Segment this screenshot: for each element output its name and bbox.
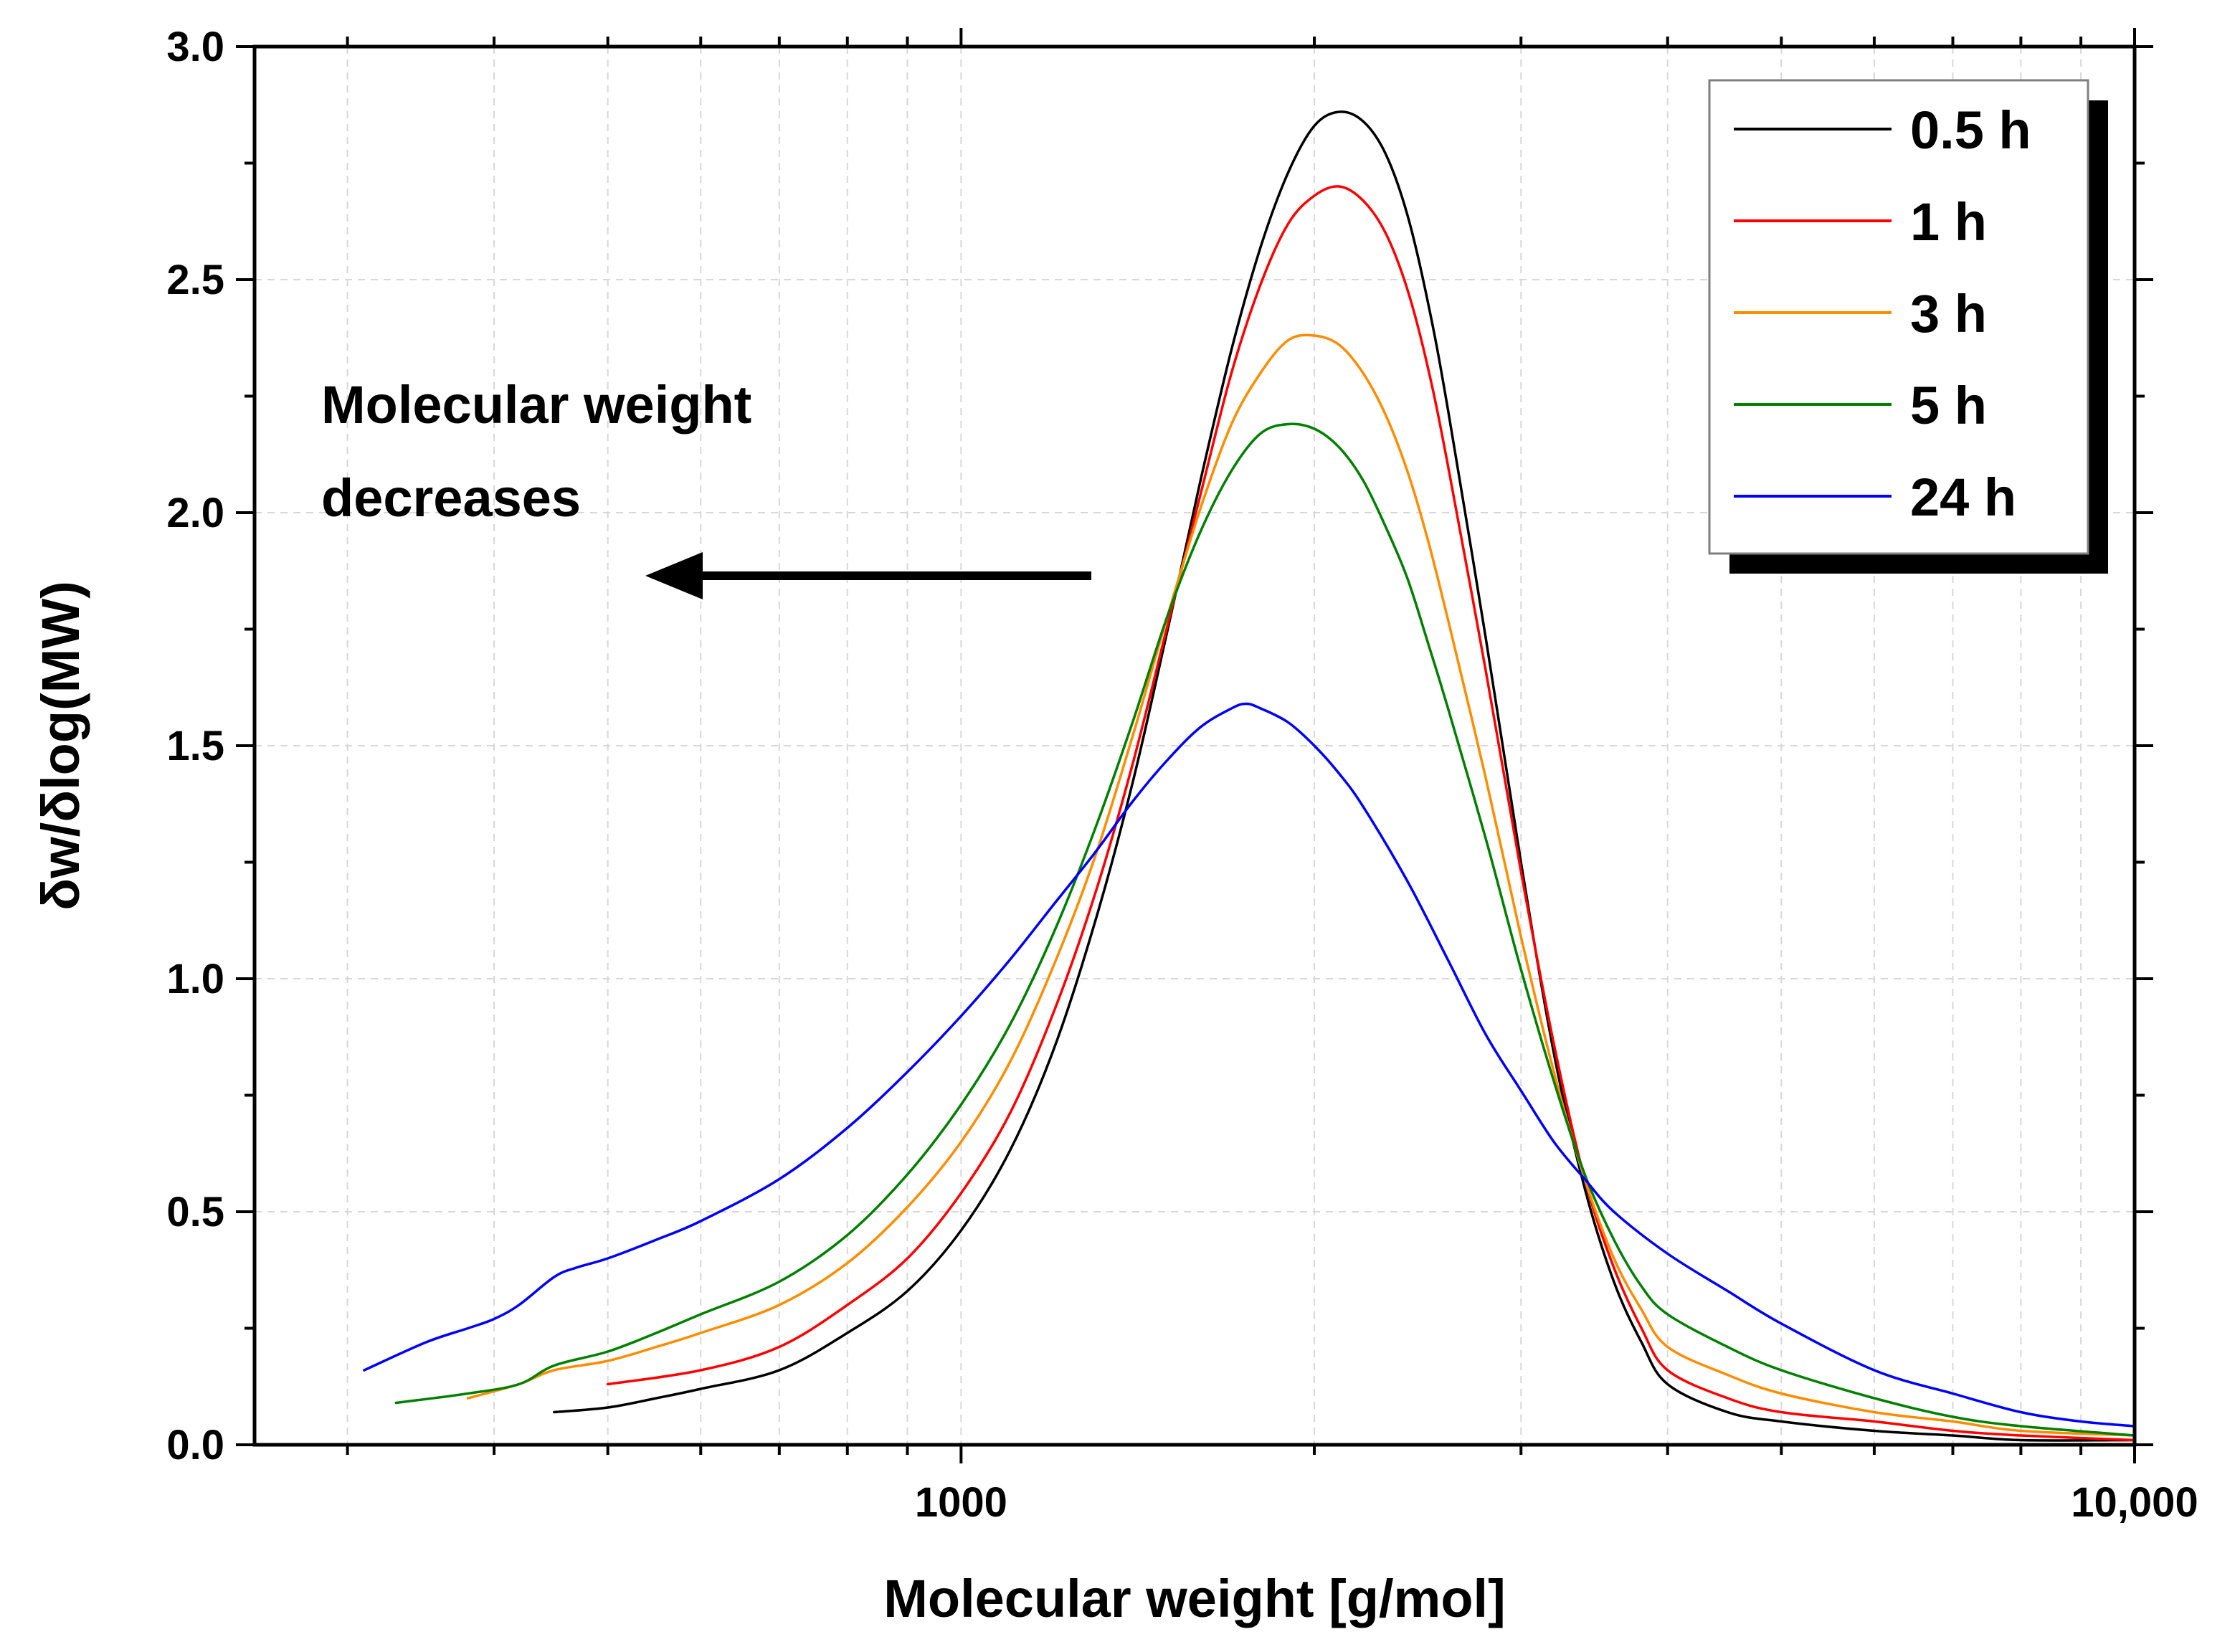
legend-box xyxy=(1708,79,2089,555)
legend-label-0-5-h: 0.5 h xyxy=(1910,100,2031,160)
y-tick-label: 1.5 xyxy=(166,723,224,769)
legend-label-24-h: 24 h xyxy=(1910,467,2016,527)
annotation-line-2: decreases xyxy=(321,468,581,528)
x-tick-label: 1000 xyxy=(915,1479,1007,1526)
series-line-1-h xyxy=(606,185,2136,1442)
series-line-5-h xyxy=(394,422,2136,1437)
legend-label-1-h: 1 h xyxy=(1910,192,1987,252)
axis-ticks xyxy=(236,28,2153,1463)
y-tick-label: 2.5 xyxy=(166,257,224,303)
series-line-24-h xyxy=(363,702,2136,1428)
series-line-0-5-h xyxy=(553,110,2136,1442)
y-tick-label: 3.0 xyxy=(166,24,224,70)
y-tick-label: 0.5 xyxy=(166,1189,224,1235)
annotation: Molecular weight decreases xyxy=(321,375,1091,599)
y-tick-label: 0.0 xyxy=(166,1422,224,1468)
x-tick-label: 10,000 xyxy=(2071,1479,2198,1526)
plot-series xyxy=(363,110,2136,1442)
annotation-line-1: Molecular weight xyxy=(321,375,751,435)
legend-label-5-h: 5 h xyxy=(1910,376,1987,435)
legend: 0.5 h 1 h 3 h 5 h 24 h xyxy=(1708,79,2108,574)
legend-label-3-h: 3 h xyxy=(1910,284,1987,343)
tick-labels: 1000 10,000 0.0 0.5 1.0 1.5 2.0 2.5 3.0 xyxy=(166,24,2198,1526)
x-axis-label: Molecular weight [g/mol] xyxy=(883,1569,1505,1628)
y-tick-label: 1.0 xyxy=(166,956,224,1002)
y-tick-label: 2.0 xyxy=(166,490,224,536)
series-line-3-h xyxy=(466,333,2136,1437)
y-axis-label: δw/δlog(MW) xyxy=(31,581,90,911)
left-arrow-icon xyxy=(645,552,703,599)
